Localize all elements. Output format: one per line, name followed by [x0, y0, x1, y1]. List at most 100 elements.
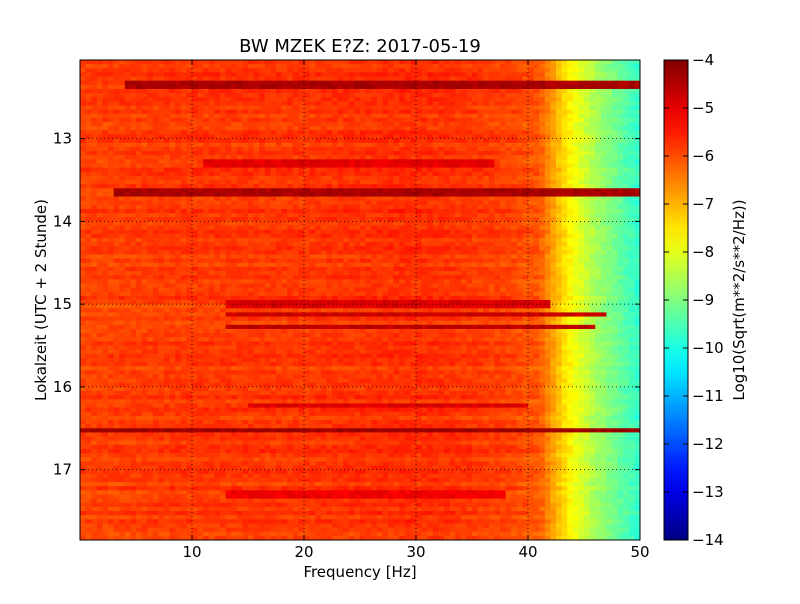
heatmap-cell	[562, 168, 568, 173]
heatmap-cell	[214, 163, 220, 168]
heatmap-cell	[522, 143, 528, 148]
heatmap-cell	[410, 147, 416, 152]
heatmap-cell	[298, 101, 304, 106]
heatmap-cell	[461, 234, 467, 239]
heatmap-cell	[254, 114, 260, 119]
heatmap-cell	[136, 97, 142, 102]
heatmap-cell	[214, 147, 220, 152]
heatmap-cell	[287, 147, 293, 152]
heatmap-cell	[293, 242, 299, 247]
heatmap-cell	[242, 151, 248, 156]
heatmap-cell	[416, 118, 422, 123]
heatmap-cell	[595, 201, 601, 206]
heatmap-cell	[534, 118, 540, 123]
heatmap-cell	[282, 114, 288, 119]
heatmap-cell	[119, 60, 125, 65]
heatmap-cell	[494, 64, 500, 69]
heatmap-cell	[483, 263, 489, 268]
heatmap-cell	[209, 68, 215, 73]
heatmap-cell	[410, 263, 416, 268]
heatmap-cell	[618, 81, 624, 86]
heatmap-cell	[231, 81, 237, 86]
heatmap-cell	[618, 110, 624, 115]
heatmap-cell	[153, 205, 159, 210]
heatmap-cell	[601, 122, 607, 127]
heatmap-cell	[326, 246, 332, 251]
heatmap-cell	[405, 176, 411, 181]
heatmap-cell	[304, 230, 310, 235]
heatmap-cell	[254, 226, 260, 231]
heatmap-cell	[102, 217, 108, 222]
heatmap-cell	[590, 64, 596, 69]
heatmap-cell	[601, 126, 607, 131]
heatmap-cell	[153, 201, 159, 206]
heatmap-cell	[226, 72, 232, 77]
heatmap-cell	[601, 234, 607, 239]
heatmap-cell	[405, 72, 411, 77]
heatmap-cell	[214, 188, 220, 193]
heatmap-cell	[416, 230, 422, 235]
heatmap-cell	[578, 130, 584, 135]
heatmap-cell	[186, 217, 192, 222]
heatmap-cell	[298, 106, 304, 111]
heatmap-cell	[349, 139, 355, 144]
heatmap-cell	[618, 197, 624, 202]
heatmap-cell	[567, 259, 573, 264]
heatmap-cell	[534, 184, 540, 189]
heatmap-cell	[562, 77, 568, 82]
heatmap-cell	[119, 234, 125, 239]
heatmap-cell	[226, 242, 232, 247]
heatmap-cell	[270, 254, 276, 259]
heatmap-cell	[349, 159, 355, 164]
heatmap-cell	[483, 139, 489, 144]
heatmap-cell	[119, 106, 125, 111]
heatmap-cell	[366, 81, 372, 86]
heatmap-cell	[181, 126, 187, 131]
heatmap-cell	[382, 118, 388, 123]
heatmap-cell	[326, 197, 332, 202]
heatmap-cell	[578, 184, 584, 189]
heatmap-cell	[315, 168, 321, 173]
heatmap-cell	[86, 242, 92, 247]
heatmap-cell	[562, 188, 568, 193]
heatmap-cell	[623, 68, 629, 73]
heatmap-cell	[80, 93, 86, 98]
heatmap-cell	[282, 263, 288, 268]
heatmap-cell	[612, 114, 618, 119]
heatmap-cell	[164, 143, 170, 148]
heatmap-cell	[181, 180, 187, 185]
heatmap-cell	[377, 68, 383, 73]
heatmap-cell	[242, 168, 248, 173]
heatmap-cell	[231, 64, 237, 69]
heatmap-cell	[80, 197, 86, 202]
heatmap-cell	[444, 72, 450, 77]
heatmap-cell	[478, 226, 484, 231]
heatmap-cell	[203, 122, 209, 127]
heatmap-cell	[410, 97, 416, 102]
heatmap-cell	[601, 139, 607, 144]
heatmap-cell	[562, 126, 568, 131]
heatmap-cell	[102, 221, 108, 226]
heatmap-cell	[147, 60, 153, 65]
heatmap-cell	[629, 155, 635, 160]
heatmap-cell	[534, 93, 540, 98]
heatmap-cell	[276, 230, 282, 235]
heatmap-cell	[125, 101, 131, 106]
heatmap-cell	[371, 221, 377, 226]
heatmap-cell	[220, 176, 226, 181]
heatmap-cell	[590, 68, 596, 73]
heatmap-cell	[629, 97, 635, 102]
heatmap-cell	[315, 226, 321, 231]
heatmap-cell	[136, 77, 142, 82]
heatmap-cell	[220, 68, 226, 73]
heatmap-cell	[601, 159, 607, 164]
heatmap-cell	[332, 151, 338, 156]
heatmap-cell	[612, 209, 618, 214]
heatmap-cell	[254, 72, 260, 77]
heatmap-cell	[405, 110, 411, 115]
heatmap-cell	[270, 126, 276, 131]
heatmap-cell	[209, 168, 215, 173]
heatmap-cell	[86, 234, 92, 239]
heatmap-cell	[270, 101, 276, 106]
heatmap-cell	[444, 221, 450, 226]
